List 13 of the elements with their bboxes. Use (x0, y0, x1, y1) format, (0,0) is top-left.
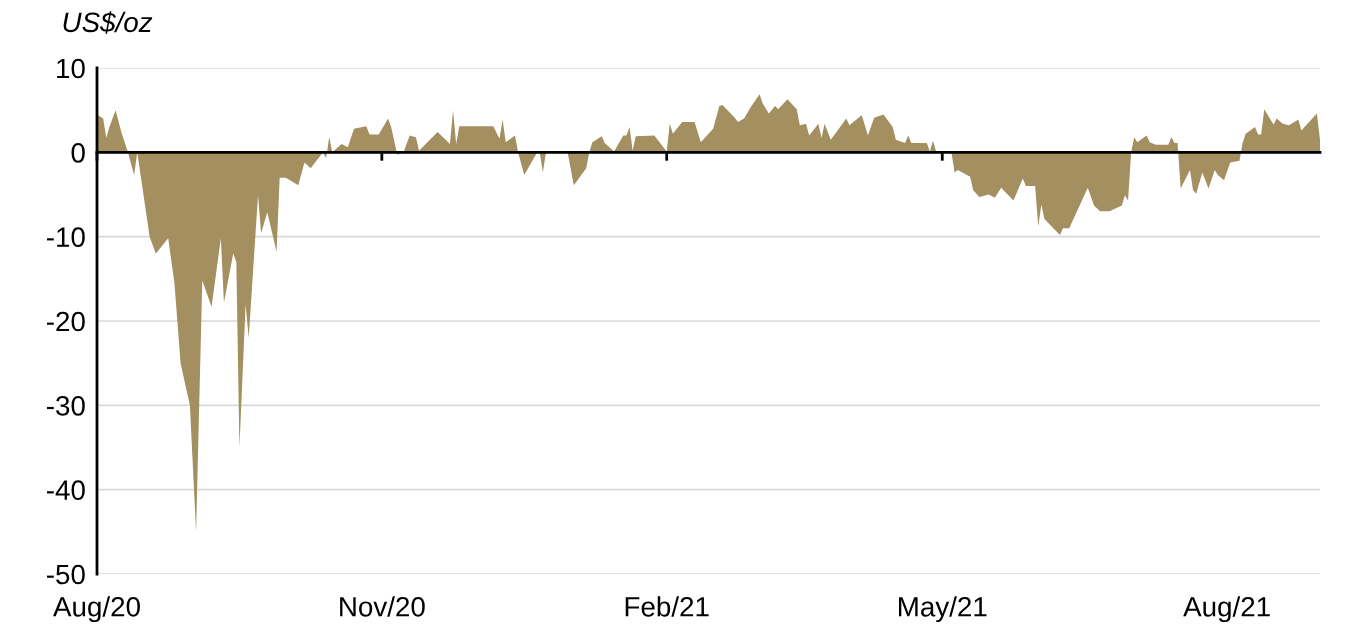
x-tick-label: Aug/20 (53, 596, 140, 623)
y-tick-label: 0 (71, 143, 85, 163)
y-tick-label: 10 (57, 58, 85, 79)
x-tick-label: Nov/20 (340, 596, 425, 617)
y-axis-title: US$/oz (63, 11, 153, 34)
y-tick-label: -50 (46, 564, 85, 585)
y-tick-label: -20 (46, 311, 85, 332)
x-tick-label: Aug/21 (1183, 596, 1270, 623)
x-tick-label: Feb/21 (625, 596, 709, 617)
y-tick-label: -10 (46, 227, 85, 248)
y-tick-label: -30 (46, 396, 85, 416)
x-tick-label: May/21 (899, 596, 987, 623)
y-tick-label: -40 (46, 480, 85, 501)
